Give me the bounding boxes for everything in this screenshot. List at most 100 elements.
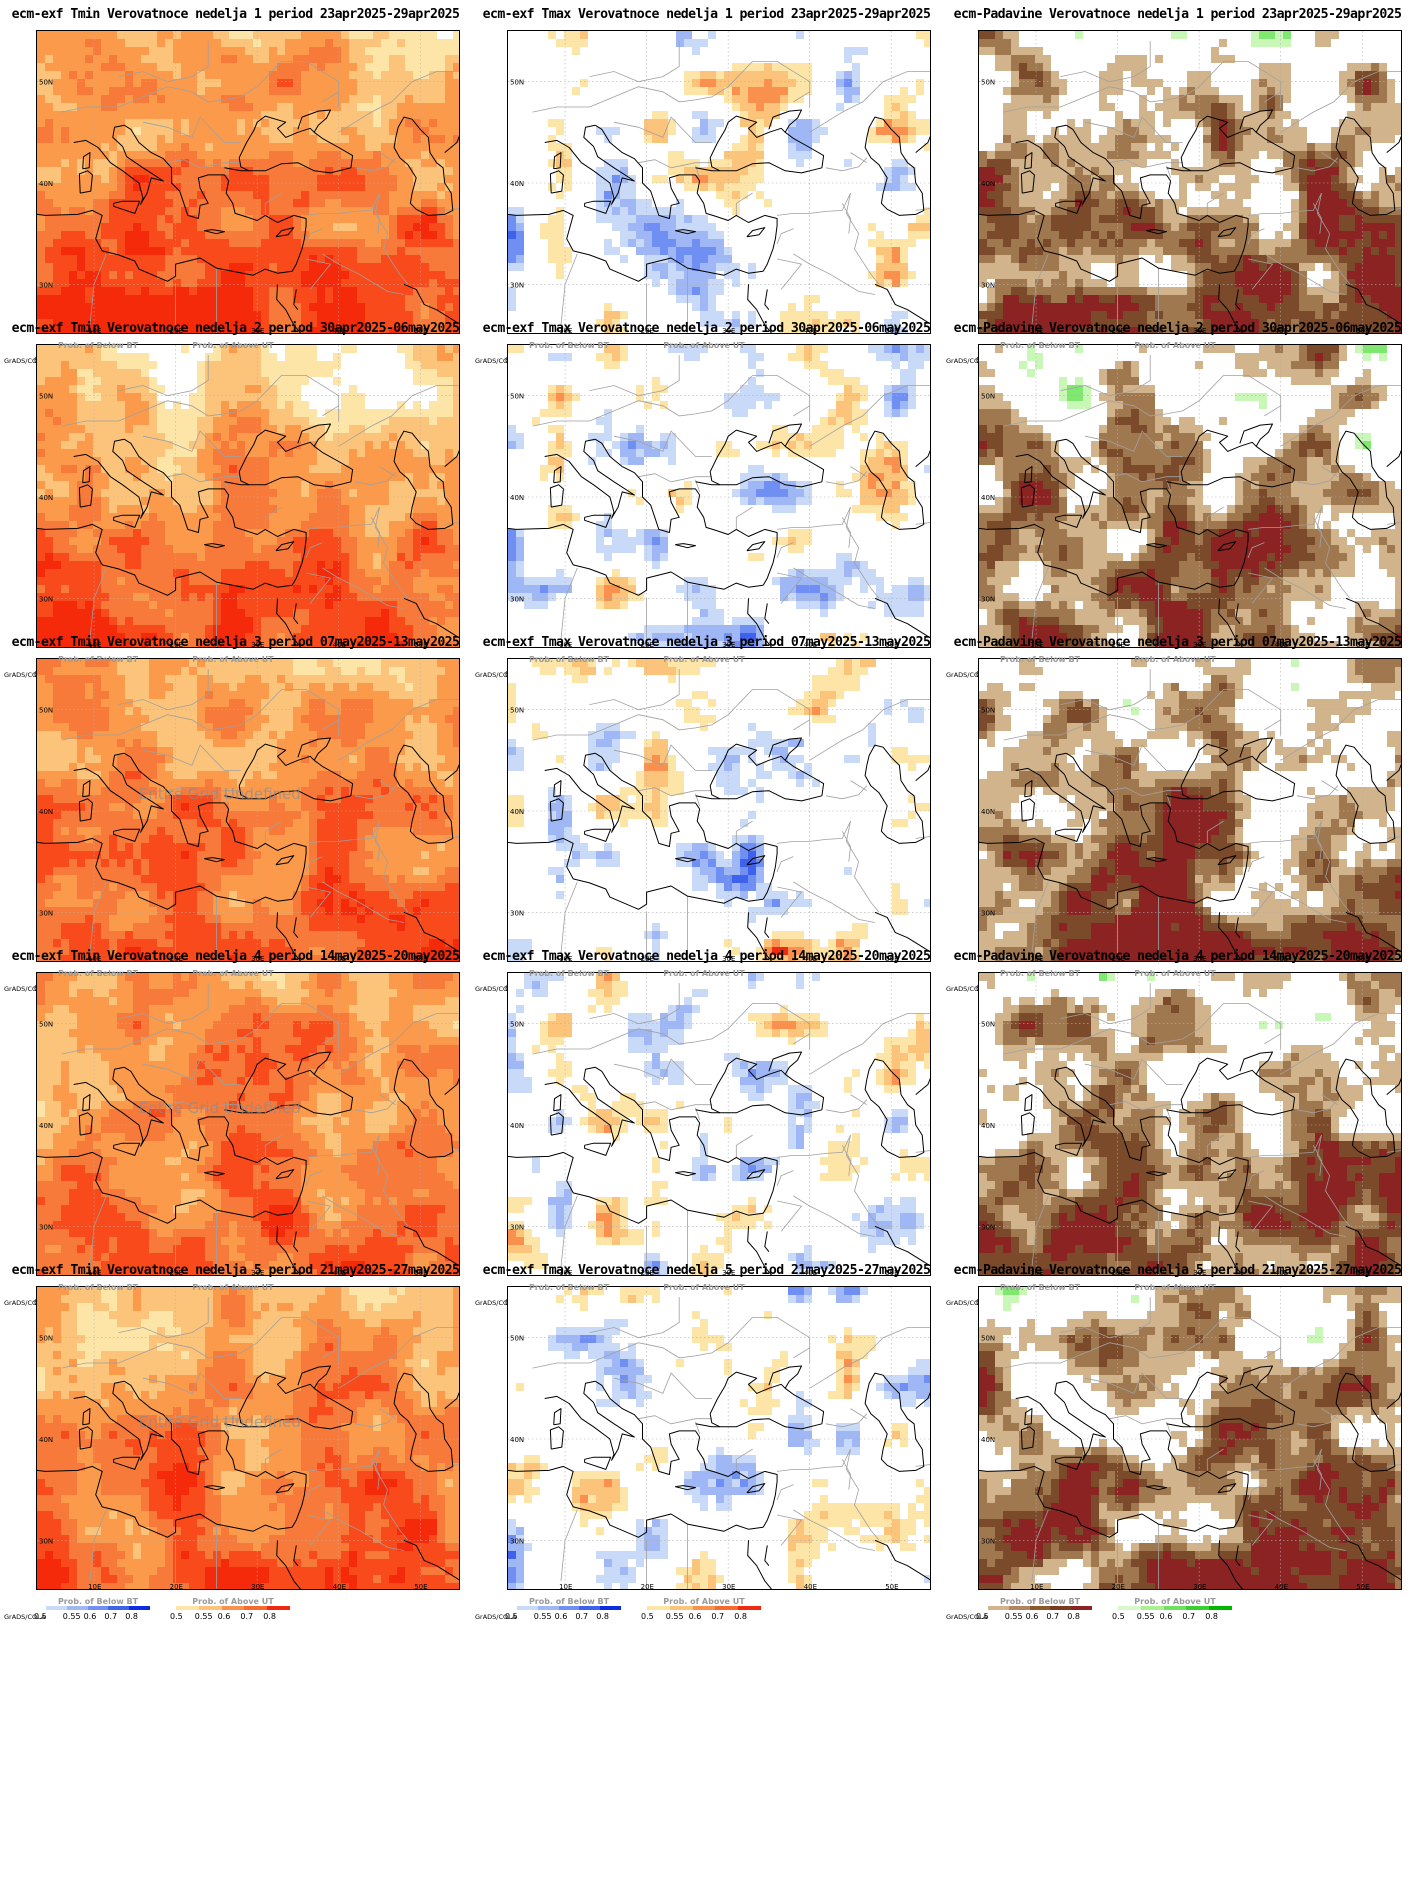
grads-credit: GrADS/COLA (475, 357, 516, 365)
colorbar-below: Prob. of Below BT (46, 1598, 150, 1612)
colorbar-swatch (537, 1606, 559, 1610)
grads-credit: GrADS/COLA (946, 1299, 987, 1307)
panel-title: ecm-exf Tmax Verovatnoce nedelja 5 perio… (471, 1263, 942, 1278)
probability-map: 10E 20E 30E 40E 50E 50N 40N 30N (507, 1286, 931, 1590)
lat-tick-label: 30N (981, 909, 995, 917)
panel-title: ecm-Padavine Verovatnoce nedelja 1 perio… (942, 7, 1413, 22)
lat-tick-label: 50N (981, 393, 995, 401)
lon-tick-label: 10E (88, 327, 101, 334)
colorbar-title: Prob. of Above UT (176, 970, 290, 978)
colorbar-above: Prob. of Above UT (1118, 1598, 1232, 1612)
panel-title: ecm-exf Tmin Verovatnoce nedelja 4 perio… (0, 949, 471, 964)
forecast-panel-tmax-week-2: ecm-exf Tmax Verovatnoce nedelja 2 perio… (471, 314, 942, 693)
colorbar-title: Prob. of Below BT (988, 970, 1092, 978)
forecast-panel-tmin-week-5: ecm-exf Tmin Verovatnoce nedelja 5 perio… (0, 1256, 471, 1635)
lon-tick-label: 50E (885, 1269, 898, 1276)
colorbar-level: 0.8 (1067, 1612, 1080, 1621)
colorbar-title: Prob. of Below BT (46, 656, 150, 664)
lat-tick-label: 40N (510, 1436, 524, 1444)
lon-tick-label: 10E (88, 1583, 101, 1590)
lat-tick-label: 40N (510, 494, 524, 502)
probability-map: 10E 20E 30E 40E 50E 50N 40N 30N (978, 344, 1402, 648)
colorbar-title: Prob. of Below BT (988, 1598, 1092, 1606)
lat-tick-label: 50N (39, 707, 53, 715)
lat-tick-label: 30N (39, 1537, 53, 1545)
colorbar-level: 0.55 (666, 1612, 684, 1621)
colorbar-title: Prob. of Below BT (517, 1598, 621, 1606)
lon-tick-label: 30E (1193, 955, 1206, 962)
lat-tick-label: 30N (510, 909, 524, 917)
lon-tick-label: 30E (251, 641, 264, 648)
colorbar-swatch (129, 1606, 150, 1610)
lon-tick-label: 10E (559, 955, 572, 962)
colorbar-swatch (176, 1606, 199, 1610)
colorbar-swatch (715, 1606, 739, 1610)
colorbar-swatch (1071, 1606, 1092, 1610)
colorbar-title: Prob. of Below BT (46, 1598, 150, 1606)
colorbar-swatch (87, 1606, 109, 1610)
lat-tick-label: 30N (39, 281, 53, 289)
grads-credit: GrADS/COLA (4, 1299, 45, 1307)
colorbar-title: Prob. of Above UT (176, 656, 290, 664)
colorbar-below: Prob. of Below BT (517, 1598, 621, 1612)
probability-map: 10E 20E 30E 40E 50E 50N 40N 30N (36, 30, 460, 334)
colorbar-title: Prob. of Above UT (1118, 656, 1232, 664)
lat-tick-label: 40N (510, 808, 524, 816)
lon-tick-label: 10E (559, 1583, 572, 1590)
panel-title: ecm-exf Tmin Verovatnoce nedelja 2 perio… (0, 321, 471, 336)
grads-credit: GrADS/COLA (475, 1299, 516, 1307)
probability-map: 10E 20E 30E 40E 50E 50N 40N 30N (507, 30, 931, 334)
probability-map: 10E 20E 30E 40E 50E 50N 40N 30N (978, 658, 1402, 962)
undefined-grid-text: Entire Grid Undefined (139, 1413, 301, 1431)
colorbar-swatch (46, 1606, 67, 1610)
lon-tick-label: 20E (170, 1583, 183, 1590)
colorbar-above: Prob. of Above UT (647, 1598, 761, 1612)
lon-tick-label: 20E (170, 1269, 183, 1276)
colorbar-title: Prob. of Above UT (1118, 1598, 1232, 1606)
lat-tick-label: 50N (981, 707, 995, 715)
colorbar-title: Prob. of Above UT (176, 342, 290, 350)
lat-tick-label: 30N (981, 595, 995, 603)
colorbar-swatch (1029, 1606, 1051, 1610)
lat-tick-label: 40N (510, 1122, 524, 1130)
probability-map: 10E 20E 30E 40E 50E 50N 40N 30N (36, 344, 460, 648)
colorbar-swatch (692, 1606, 716, 1610)
colorbar-swatch (1118, 1606, 1141, 1610)
forecast-panel-precip-week-1: ecm-Padavine Verovatnoce nedelja 1 perio… (942, 0, 1413, 379)
lon-tick-label: 20E (170, 955, 183, 962)
lon-tick-label: 50E (885, 955, 898, 962)
lon-tick-label: 40E (333, 1583, 346, 1590)
lon-tick-label: 30E (722, 955, 735, 962)
lon-tick-label: 10E (1030, 327, 1043, 334)
lon-tick-label: 30E (722, 327, 735, 334)
lon-tick-label: 10E (88, 641, 101, 648)
panel-title: ecm-exf Tmax Verovatnoce nedelja 3 perio… (471, 635, 942, 650)
lon-tick-label: 10E (88, 955, 101, 962)
colorbar-level: 0.55 (1005, 1612, 1023, 1621)
colorbar-level: 0.5 (976, 1612, 989, 1621)
colorbar-swatch (267, 1606, 290, 1610)
lon-tick-label: 50E (414, 955, 427, 962)
lon-tick-label: 10E (1030, 641, 1043, 648)
lon-tick-label: 30E (251, 327, 264, 334)
panel-title: ecm-Padavine Verovatnoce nedelja 4 perio… (942, 949, 1413, 964)
colorbar-level: 0.6 (1026, 1612, 1039, 1621)
lat-tick-label: 50N (510, 1021, 524, 1029)
lon-tick-label: 50E (885, 327, 898, 334)
panel-title: ecm-exf Tmin Verovatnoce nedelja 5 perio… (0, 1263, 471, 1278)
lat-tick-label: 50N (510, 707, 524, 715)
forecast-panel-tmin-week-3: ecm-exf Tmin Verovatnoce nedelja 3 perio… (0, 628, 471, 1007)
lat-tick-label: 40N (981, 180, 995, 188)
lat-tick-label: 50N (510, 1335, 524, 1343)
colorbar-swatch (988, 1606, 1009, 1610)
panel-title: ecm-exf Tmin Verovatnoce nedelja 1 perio… (0, 7, 471, 22)
grads-credit: GrADS/COLA (4, 985, 45, 993)
colorbar-swatch (647, 1606, 670, 1610)
lat-tick-label: 40N (39, 180, 53, 188)
lat-tick-label: 30N (510, 1223, 524, 1231)
lon-tick-label: 50E (1356, 1269, 1369, 1276)
lat-tick-label: 40N (39, 1122, 53, 1130)
lon-tick-label: 20E (1112, 327, 1125, 334)
probability-map: 10E 20E 30E 40E 50E 50N 40N 30N (978, 1286, 1402, 1590)
